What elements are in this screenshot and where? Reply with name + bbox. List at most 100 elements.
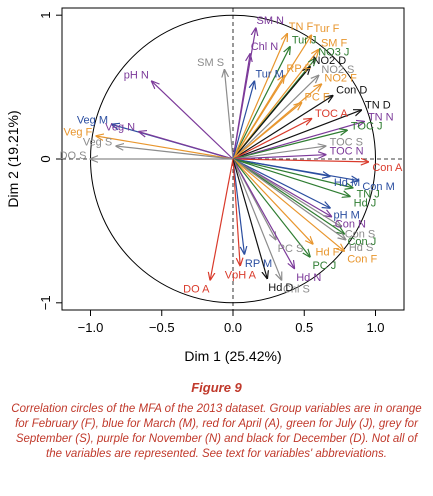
vector-arrow <box>232 158 330 208</box>
vector-label: Hd J <box>354 198 377 210</box>
vector-arrow <box>232 158 350 196</box>
x-tick-label: 0.5 <box>295 320 313 335</box>
vector-arrow <box>210 158 234 280</box>
vector-arrow <box>152 81 234 160</box>
vector-label: TOC J <box>351 120 383 132</box>
vector-label: Hd M <box>334 177 360 189</box>
vector-label: Con A <box>372 162 403 174</box>
vector-label: Chl N <box>251 41 279 53</box>
x-tick-label: −1.0 <box>78 320 104 335</box>
vector-arrow <box>232 158 267 278</box>
vector-label: Con N <box>335 219 366 231</box>
y-tick-label: −1 <box>38 295 53 310</box>
vector-arrow <box>232 146 326 160</box>
vector-arrow <box>232 158 313 244</box>
vector-arrow <box>232 119 311 160</box>
vector-arrow <box>232 158 240 265</box>
vector-arrow <box>232 103 301 160</box>
vector-label: Veg M <box>77 114 108 126</box>
vector-label: Con S <box>345 229 376 241</box>
vector-label: RP M <box>245 258 272 270</box>
vector-label: TOC N <box>330 146 364 158</box>
vector-arrow <box>232 130 347 160</box>
vector-arrow <box>232 158 344 234</box>
vector-arrow <box>96 136 234 160</box>
vector-arrow <box>232 159 368 162</box>
vector-arrow <box>232 158 294 268</box>
vector-arrow <box>232 67 310 160</box>
axis-ticks: −1.0 −0.5 0.0 0.5 1.0 −1 0 1 <box>38 12 385 335</box>
vector-label: Veg S <box>83 137 112 149</box>
vector-label: Hd D <box>268 282 293 294</box>
vector-label: SM F <box>321 38 348 50</box>
vector-arrow <box>232 158 344 251</box>
vector-arrow <box>232 81 254 160</box>
vector-arrow <box>232 122 364 160</box>
vector-arrow <box>232 158 310 257</box>
vector-label: TN J <box>357 189 380 201</box>
vector-label: NO2 D <box>313 55 347 67</box>
variable-vectors <box>91 28 369 280</box>
vector-label: Veg N <box>105 122 135 134</box>
vector-label: NO2 S <box>321 64 354 76</box>
vector-arrow <box>232 158 346 240</box>
vector-label: TN F <box>289 21 314 33</box>
vector-label: DO A <box>183 284 210 296</box>
vector-arrow <box>224 70 234 160</box>
vector-label: pH M <box>333 210 359 222</box>
vector-label: PC J <box>312 260 336 272</box>
vector-arrow <box>232 155 326 160</box>
vector-label: Hd F <box>316 247 340 259</box>
vector-arrow <box>232 158 341 227</box>
vector-label: Hd S <box>349 242 373 254</box>
vector-label: Chl S <box>283 284 310 296</box>
vector-label: TN N <box>368 112 394 124</box>
vector-label: TOC S <box>330 137 363 149</box>
vector-label: VpH A <box>225 269 257 281</box>
vector-label: NO3 J <box>318 46 349 58</box>
figure-caption-text: Correlation circles of the MFA of the 20… <box>11 403 422 460</box>
vector-label: Con J <box>347 236 376 248</box>
x-tick-label: 0.0 <box>224 320 242 335</box>
vector-label: pH N <box>124 70 149 82</box>
vector-label: PC F <box>305 91 330 103</box>
vector-arrow <box>232 158 244 254</box>
vector-arrow <box>232 158 353 188</box>
figure-caption-title: Figure 9 <box>191 380 242 395</box>
vector-arrow <box>232 54 250 160</box>
vector-label: SM S <box>197 57 224 69</box>
vector-arrow <box>139 132 234 160</box>
vector-arrow <box>232 76 284 160</box>
vector-label: Con D <box>336 85 367 97</box>
vector-label: TN D <box>365 100 391 112</box>
vector-arrow <box>232 34 287 160</box>
vector-arrow <box>232 96 333 160</box>
vector-label: NO2 F <box>324 73 357 85</box>
y-axis-label: Dim 2 (19.21%) <box>5 110 21 207</box>
y-tick-label: 0 <box>38 155 53 162</box>
vector-label: Veg F <box>64 126 93 138</box>
vector-label: Tur J <box>292 34 317 46</box>
vector-arrow <box>232 76 319 160</box>
x-tick-label: −0.5 <box>149 320 175 335</box>
vector-arrow <box>232 158 358 181</box>
vector-label: RP F <box>286 63 311 75</box>
vector-label: Tur M <box>255 68 283 80</box>
vector-label: Tur F <box>314 23 340 35</box>
x-axis-label: Dim 1 (25.42%) <box>184 348 281 364</box>
vector-label: Con F <box>347 254 377 266</box>
vector-label: TOC A <box>315 108 348 120</box>
vector-arrow <box>232 110 361 160</box>
vector-label: SM N <box>256 15 284 27</box>
vector-label: Hd N <box>296 272 321 284</box>
x-tick-label: 1.0 <box>366 320 384 335</box>
vector-arrow <box>232 47 290 160</box>
y-tick-label: 1 <box>38 12 53 19</box>
vector-arrow <box>232 158 281 280</box>
vector-label: DO S <box>60 150 87 162</box>
vector-label: Con M <box>362 181 394 193</box>
vector-label: PC S <box>278 243 304 255</box>
vector-arrow <box>116 146 234 160</box>
